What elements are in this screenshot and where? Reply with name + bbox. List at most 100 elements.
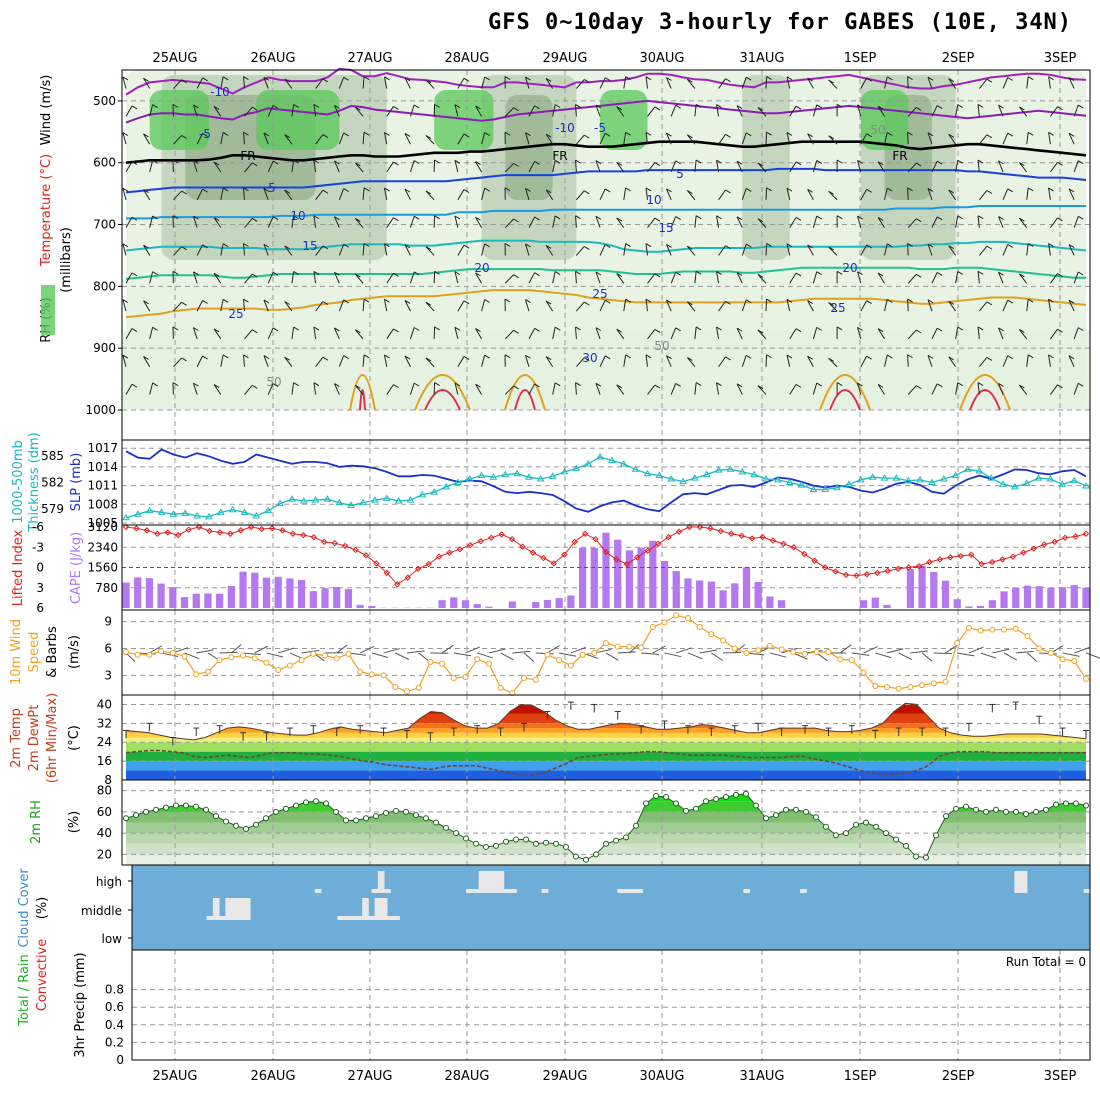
rh-point-65 [773, 812, 779, 819]
wind-speed-point-62 [848, 657, 855, 664]
wind-barb [504, 218, 514, 228]
wind-barb [552, 271, 556, 284]
wind-barb [1048, 132, 1051, 145]
wind-barb [927, 188, 933, 200]
pressure-tick-3: 800 [93, 279, 116, 293]
wind-speed-point-77 [1024, 632, 1031, 639]
wind-barb-flag [687, 190, 693, 194]
wind-barb-flag [122, 299, 129, 303]
wind-barb [694, 271, 697, 284]
wind-speed-point-35 [532, 676, 539, 683]
wind-barb [267, 272, 274, 284]
wind-barb [575, 190, 585, 201]
wind-barb-flag [886, 354, 893, 359]
isotherm-label-5: 15 [302, 239, 317, 253]
isotherm-30-cell-1 [414, 374, 471, 411]
wind-barb-flag [716, 215, 722, 220]
wind-barb-flag [907, 354, 913, 359]
cape-tick-3: 780 [95, 581, 118, 595]
wind-barb [931, 105, 938, 117]
wind-barb-flag [687, 356, 693, 361]
top-date-6: 31AUG [739, 51, 784, 66]
wind-barb [552, 104, 556, 117]
rh-point-6 [183, 802, 189, 809]
isotherm-label-16: 25 [830, 301, 845, 315]
isotherm-label-13: 10 [646, 193, 661, 207]
wind-barb-flag [675, 216, 681, 220]
cape-bar-63 [859, 600, 868, 608]
wind-barb-flag [484, 243, 490, 248]
wind-barb [244, 106, 253, 117]
temp-band-0 [126, 770, 1086, 780]
wind-barb [545, 300, 554, 312]
wind-tick-2: 3 [104, 668, 112, 682]
isotherm-35-cell-4 [969, 389, 1001, 411]
wind-barb-flag [616, 273, 622, 277]
wind-barb [877, 161, 885, 173]
rh-point-1 [133, 812, 139, 819]
wind-barb-flag [645, 354, 652, 359]
wind-barb [528, 216, 536, 228]
surface-wind-barb-28 [453, 652, 472, 657]
isotherm-20 [125, 266, 1086, 280]
wind-barb [244, 273, 253, 284]
wind-barb-flag [766, 354, 772, 359]
wind-barb [196, 188, 204, 201]
wind-barb-flag [915, 162, 922, 167]
wind-barb-flag [343, 188, 349, 193]
wind-barb [143, 356, 151, 367]
wind-barb [1050, 161, 1058, 173]
wind-barb-flag [413, 271, 420, 276]
temp-tick-4: 8 [104, 773, 112, 787]
wind-speed-point-5 [181, 653, 188, 660]
wind-barb-flag [513, 162, 519, 167]
wind-barb [860, 300, 868, 312]
isotherm-35-cell-3 [829, 389, 861, 411]
rh-point-26 [383, 809, 389, 816]
surface-wind-barb-47 [676, 647, 692, 654]
wind-barb-flag [654, 217, 661, 222]
wind-barb-flag [554, 215, 561, 220]
pressure-tick-0: 500 [93, 94, 116, 108]
wind-barb [977, 160, 980, 173]
wind-barb [1026, 299, 1029, 312]
lifted-index-point-68 [832, 568, 839, 575]
wind-barb [404, 300, 411, 312]
wind-barb-flag [454, 271, 461, 276]
slp-tick-2: 1011 [87, 479, 118, 493]
thickness-point-70 [951, 471, 960, 478]
wind-barb-flag [284, 356, 290, 361]
wind-barb-flag [293, 215, 299, 220]
wind-barb-flag [915, 218, 922, 223]
rh-point-34 [463, 835, 469, 842]
wind-barb-flag [355, 106, 361, 111]
wind-barb-flag [484, 299, 490, 303]
wind-axis-label-3: & Barbs [45, 626, 60, 678]
cape-bar-5 [180, 597, 189, 608]
wind-barb-flag [807, 188, 813, 193]
wind-barb-flag [454, 326, 461, 331]
wind-barb-flag [886, 187, 893, 192]
wind-barb [143, 300, 151, 312]
wind-barb [1018, 273, 1028, 284]
rh-point-52 [643, 800, 649, 807]
wind-barb-flag [413, 104, 420, 109]
rh-point-76 [883, 830, 889, 837]
wind-barb-flag [795, 383, 802, 388]
wind-barb [267, 327, 274, 340]
wind-speed-point-17 [322, 652, 329, 659]
cape-bar-81 [1070, 585, 1078, 608]
thickness-point-42 [619, 460, 628, 467]
wind-barb [718, 245, 726, 256]
slp-line [125, 448, 1087, 513]
wind-barb-flag [604, 299, 611, 304]
wind-barb [599, 77, 606, 89]
wind-barb-flag [786, 76, 793, 81]
wind-barb [575, 79, 585, 89]
wind-barb-flag [977, 270, 984, 275]
wind-barb-flag [828, 190, 834, 195]
wind-speed-point-68 [919, 682, 926, 689]
isotherm-label-3: 5 [268, 181, 276, 195]
rh-point-72 [843, 830, 849, 837]
wind-barb [528, 272, 536, 284]
